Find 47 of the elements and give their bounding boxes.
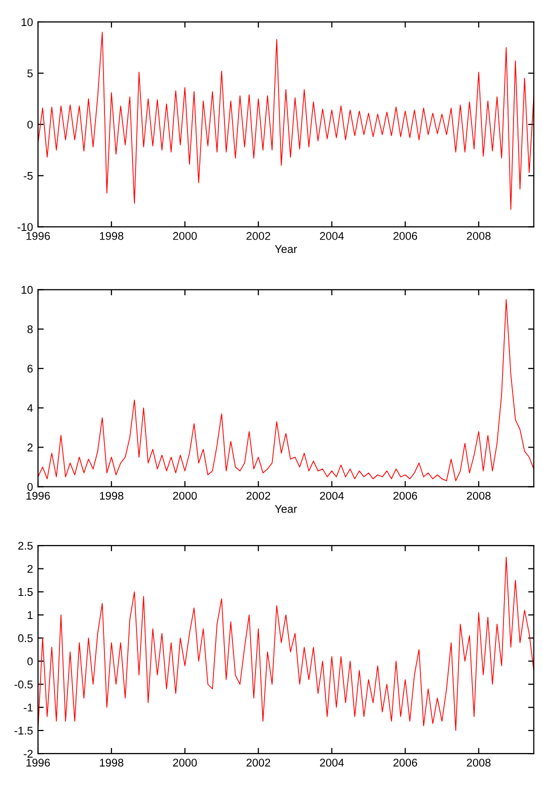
x-tick-label: 2008 <box>466 232 491 240</box>
y-tick-label: 4 <box>27 404 33 412</box>
y-tick-label: 0 <box>27 482 33 491</box>
x-tick-label: 2002 <box>246 758 270 767</box>
x-tick-label: 2008 <box>466 758 491 767</box>
x-tick-label: 1998 <box>100 492 124 500</box>
y-tick-label: 6 <box>28 364 33 373</box>
x-tick-label: 2008 <box>466 492 491 500</box>
y-tick-label: 2 <box>28 564 33 573</box>
y-tick-label: 1.5 <box>18 588 33 596</box>
y-tick-label: -1 <box>24 704 33 712</box>
y-tick-label: -0.5 <box>14 680 33 688</box>
y-tick-label: 0 <box>27 657 33 666</box>
y-tick-label: -2 <box>24 750 33 758</box>
y-tick-label: -5 <box>24 172 33 180</box>
x-tick-label: 1996 <box>26 492 50 500</box>
x-tick-label: 1996 <box>26 758 50 767</box>
x-tick-label: 1998 <box>100 758 124 767</box>
x-tick-label: 1998 <box>100 232 124 240</box>
y-tick-label: 10 <box>22 18 33 26</box>
x-tick-label: 2004 <box>320 758 344 767</box>
x-axis-title: Year <box>274 505 297 513</box>
y-tick-label: 8 <box>27 325 33 334</box>
y-tick-label: 0 <box>27 120 33 129</box>
x-tick-label: 2002 <box>246 232 270 240</box>
line-series <box>38 556 534 731</box>
y-tick-label: 0.5 <box>18 634 33 642</box>
x-tick-label: 2006 <box>393 232 418 240</box>
x-tick-label: 2004 <box>320 492 344 500</box>
x-axis-title: Year <box>274 245 297 254</box>
x-tick-label: 2002 <box>246 492 270 500</box>
x-tick-label: 2000 <box>173 758 197 767</box>
y-tick-label: 10 <box>22 286 33 294</box>
y-tick-label: 1 <box>28 611 33 619</box>
y-tick-label: 2 <box>28 444 33 452</box>
y-tick-label: 2.5 <box>18 542 33 550</box>
x-tick-label: 1996 <box>26 232 50 240</box>
x-tick-label: 2004 <box>320 232 344 240</box>
x-tick-label: 2006 <box>393 492 418 500</box>
line-series <box>38 299 534 482</box>
y-tick-label: 5 <box>27 70 33 78</box>
x-tick-label: 2000 <box>173 492 197 500</box>
y-tick-label: -10 <box>18 223 33 231</box>
y-tick-label: -1.5 <box>14 726 33 735</box>
line-series <box>38 32 534 210</box>
x-tick-label: 2000 <box>173 232 197 240</box>
x-tick-label: 2006 <box>393 758 418 767</box>
